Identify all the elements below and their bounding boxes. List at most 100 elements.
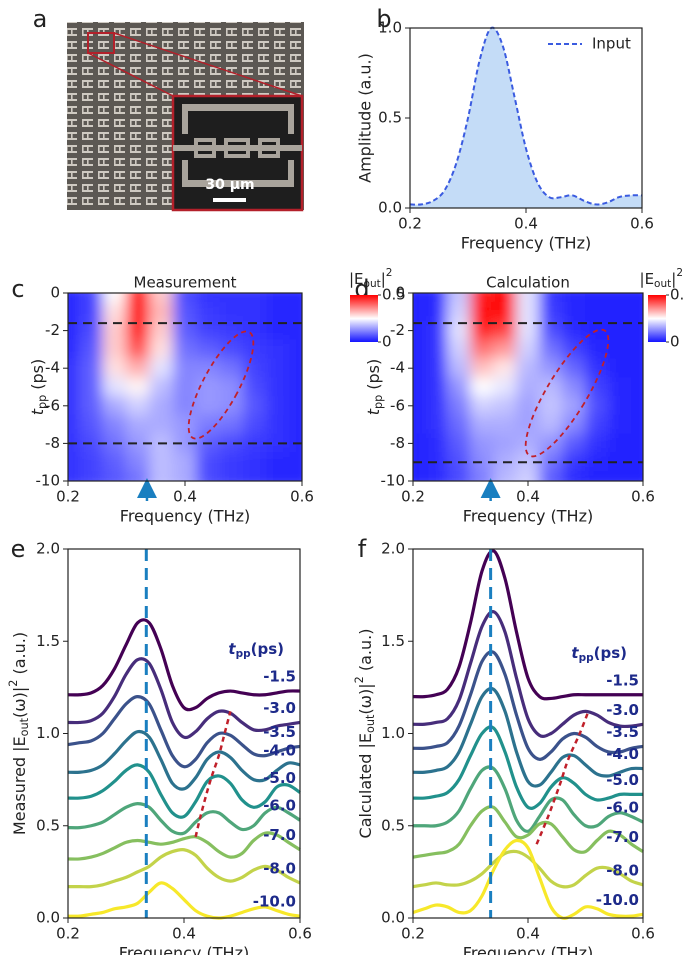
heatmap-cell [68, 293, 81, 303]
panel-label: a [33, 5, 48, 33]
heatmap-cell [289, 414, 302, 435]
x-tick-label: 0.4 [516, 488, 540, 506]
series-line [412, 765, 644, 833]
heatmap-cell [413, 339, 425, 360]
heatmap-cell [102, 320, 127, 341]
y-tick-label: -8 [45, 434, 60, 452]
heatmap-cell [631, 452, 643, 473]
heatmap-cell [79, 377, 104, 397]
heatmap-cell [447, 320, 471, 341]
heatmap-cell [102, 358, 127, 379]
heatmap-cell [413, 320, 425, 341]
y-axis-label-part: pp [36, 395, 49, 409]
heatmap-cell [102, 471, 127, 481]
heatmap-cell [608, 414, 632, 435]
heatmap-cell [493, 320, 517, 341]
heatmap-cell [289, 452, 302, 473]
heatmap-cell [79, 414, 104, 435]
series-line [67, 618, 301, 712]
heatmap-cell [631, 433, 643, 454]
heatmap-cell [493, 293, 517, 303]
heatmap-cell [447, 395, 471, 416]
y-tick-label: 1.5 [381, 632, 405, 650]
heatmap-cell [493, 301, 517, 322]
series-line [67, 802, 301, 836]
heatmap-cell [68, 377, 81, 397]
y-axis-label-part: (ps) [364, 359, 383, 395]
heatmap-cell [608, 471, 632, 481]
colorbar-label-part: out [654, 278, 671, 290]
heatmap-cell [172, 433, 198, 454]
heatmap-cell [424, 301, 448, 322]
heatmap-cell [539, 414, 563, 435]
heatmap-cell [219, 301, 244, 322]
series-label: -3.0 [263, 699, 296, 717]
heatmap-cell [608, 452, 632, 473]
heatmap-cell [102, 395, 127, 416]
panel-label: b [376, 5, 391, 33]
colorbar [350, 295, 378, 342]
heatmap-cell [172, 452, 198, 473]
heatmap-cell [424, 471, 448, 481]
heatmap-cell [196, 358, 221, 379]
heatmap-cell [539, 395, 563, 416]
series-line [412, 610, 644, 738]
heatmap-cell [585, 471, 609, 481]
heatmap-cell [196, 339, 221, 360]
heatmap-cells [413, 293, 643, 481]
y-tick-label: 0.0 [36, 909, 60, 927]
y-tick-label: 2.0 [36, 540, 60, 558]
y-axis-label-part: 2 [7, 680, 20, 687]
heatmap-cell [424, 320, 448, 341]
heatmap-cell [447, 377, 471, 397]
heatmap-cell [126, 414, 151, 435]
x-tick-label: 0.2 [401, 925, 425, 943]
x-tick-label: 0.4 [172, 925, 196, 943]
heatmap-cell [562, 414, 586, 435]
series-line [412, 838, 644, 920]
heatmap-cell [172, 301, 198, 322]
heatmap-cell [493, 414, 517, 435]
heatmap-cell [196, 377, 221, 397]
heatmap-cell [126, 339, 151, 360]
heatmap-cell [424, 358, 448, 379]
series-label: -6.0 [263, 797, 296, 815]
heatmap-cell [102, 452, 127, 473]
heatmap-cell [470, 377, 494, 397]
heatmap-cell [68, 301, 81, 322]
heatmap-cell [266, 377, 291, 397]
heatmap-cell [289, 301, 302, 322]
heatmap-cell [585, 395, 609, 416]
colorbar-tick-label: 0.5 [382, 286, 406, 304]
heatmap-cell [539, 293, 563, 303]
heatmap-cell [631, 320, 643, 341]
heatmap-cell [219, 471, 244, 481]
y-tick-label: 0.5 [381, 816, 405, 834]
heatmap-cell [79, 358, 104, 379]
heatmap-cell [266, 293, 291, 303]
heatmap-cell [243, 293, 268, 303]
x-tick-label: 0.6 [290, 488, 314, 506]
heatmap-cell [126, 293, 151, 303]
heatmap-cell [79, 471, 104, 481]
heatmap-cell [562, 293, 586, 303]
heatmap-cell [585, 358, 609, 379]
y-tick-label: 1.0 [36, 724, 60, 742]
heatmap-cell [266, 395, 291, 416]
heatmap-cell [196, 320, 221, 341]
panel-label: e [11, 535, 26, 563]
y-axis-label-part: out [18, 717, 31, 736]
heatmap-cell [608, 320, 632, 341]
colorbar-label-part: | [381, 270, 386, 288]
heatmap-cell [266, 414, 291, 435]
heatmap-cell [470, 414, 494, 435]
colorbar-label: |Eout|2 [640, 267, 683, 290]
series-label: -6.0 [606, 799, 639, 817]
series-label: -4.0 [606, 745, 639, 763]
heatmap-cell [631, 471, 643, 481]
legend-title-part: (ps) [594, 643, 627, 661]
heatmap-cell [413, 377, 425, 397]
scale-bar-label: 30 μm [205, 177, 254, 193]
heatmap-cell [562, 301, 586, 322]
x-tick-label: 0.6 [630, 215, 654, 233]
